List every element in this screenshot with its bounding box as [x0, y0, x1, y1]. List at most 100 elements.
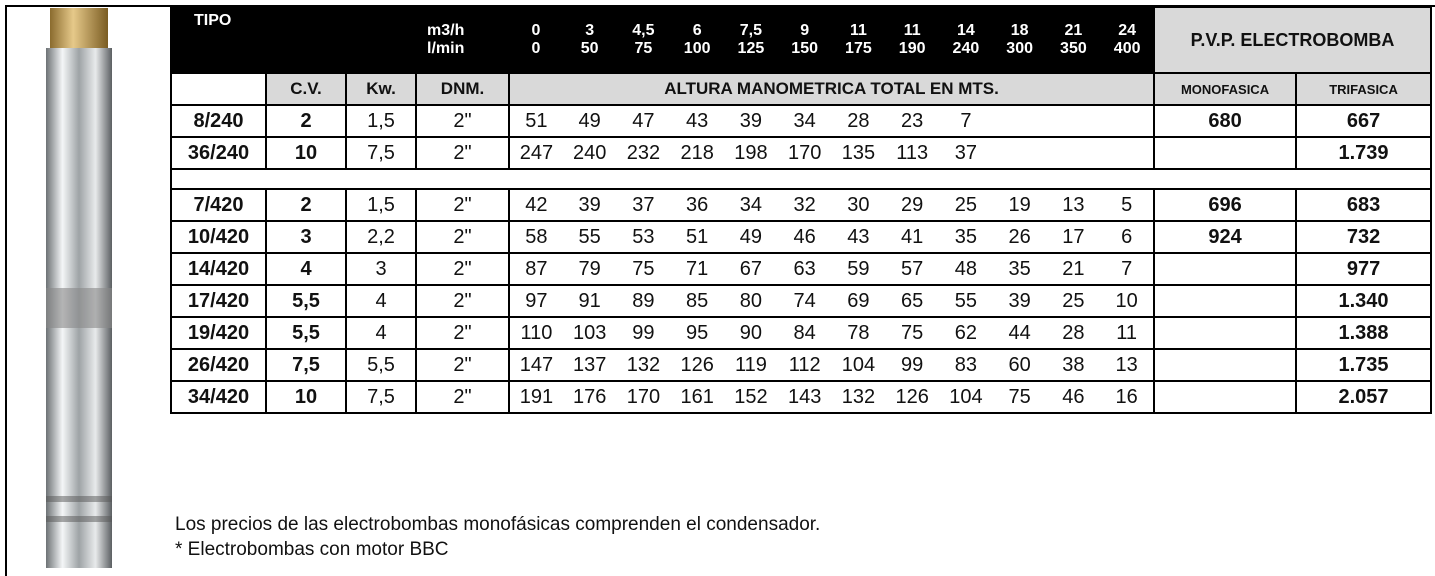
cv-cell: 10 [265, 136, 347, 170]
cell-text: 18 [1010, 22, 1029, 39]
cell-text: 150 [791, 40, 818, 57]
cell-text: 350 [1060, 40, 1087, 57]
subheader-mono: MONOFASICA [1153, 72, 1298, 106]
cell-text: m3/h [427, 22, 465, 39]
head-cell: 75 [992, 380, 1047, 414]
head-cell: 176 [562, 380, 617, 414]
header-flow: 14 240 [938, 6, 994, 74]
head-cell: 28 [1046, 316, 1101, 350]
header-flow: 4,5 75 [615, 6, 672, 74]
kw-cell: 3 [344, 252, 418, 286]
head-cell: 37 [939, 136, 993, 170]
head-cell: 71 [670, 252, 725, 286]
head-cell: 25 [939, 188, 993, 222]
head-cell: 95 [670, 316, 725, 350]
tipo-cell: 14/420 [170, 252, 267, 286]
cell-text: 24 [1118, 22, 1137, 39]
table-row: C.V. Kw. DNM. ALTURA MANOMETRICA TOTAL EN M… [170, 72, 1433, 106]
mono-cell [1153, 316, 1298, 350]
head-cell: 87 [509, 252, 563, 286]
head-cell: 39 [992, 284, 1047, 318]
tri-cell: 1.340 [1295, 284, 1433, 318]
head-cell: 126 [670, 348, 725, 382]
head-cell: 29 [885, 188, 940, 222]
header-flow: 6 100 [669, 6, 726, 74]
head-cell: 63 [777, 252, 832, 286]
head-cell: 35 [939, 220, 993, 254]
cell-text: 125 [737, 40, 765, 57]
header-pvp: P.V.P. ELECTROBOMBA [1153, 6, 1433, 74]
tipo-cell: 8/240 [170, 104, 267, 138]
dnm-cell: 2" [415, 104, 511, 138]
head-cell [1046, 104, 1101, 138]
tri-cell: 1.388 [1295, 316, 1433, 350]
header-units: m3/h l/min [415, 6, 511, 74]
head-cell: 35 [992, 252, 1047, 286]
kw-cell: 2,2 [344, 220, 418, 254]
head-cell: 198 [724, 136, 778, 170]
cell-text: l/min [427, 40, 465, 57]
cv-cell: 7,5 [265, 348, 347, 382]
subheader-cv: C.V. [265, 72, 347, 106]
head-cell: 247 [509, 136, 563, 170]
cell-text: 6 [692, 22, 702, 39]
head-cell: 46 [777, 220, 832, 254]
head-cell: 41 [885, 220, 940, 254]
head-cell: 90 [724, 316, 778, 350]
head-cell: 99 [616, 316, 671, 350]
head-cell: 132 [616, 348, 671, 382]
tri-cell: 1.739 [1295, 136, 1433, 170]
cell-text: 190 [898, 40, 926, 57]
price-table: TIPO m3/h l/min 0 0 3 50 4,5 75 6 100 7,5 125 9 150 11 1… [169, 6, 1433, 414]
head-cell [1046, 136, 1101, 170]
cell-text: 7,5 [739, 22, 763, 39]
subheader-blank [170, 72, 267, 106]
head-cell: 78 [831, 316, 886, 350]
head-cell: 132 [831, 380, 886, 414]
subheader-kw: Kw. [344, 72, 418, 106]
head-cell: 47 [616, 104, 671, 138]
head-cell: 104 [831, 348, 886, 382]
head-cell: 103 [562, 316, 617, 350]
head-cell: 44 [992, 316, 1047, 350]
head-cell: 112 [777, 348, 832, 382]
tipo-cell: 34/420 [170, 380, 267, 414]
header-flow: 11 175 [830, 6, 887, 74]
cv-cell: 5,5 [265, 316, 347, 350]
tipo-cell: 10/420 [170, 220, 267, 254]
kw-cell: 7,5 [344, 136, 418, 170]
cell-text: 100 [683, 40, 711, 57]
head-cell: 7 [1100, 252, 1155, 286]
header-tipo: TIPO [169, 6, 418, 74]
subheader-dnm: DNM. [415, 72, 511, 106]
head-cell: 49 [562, 104, 617, 138]
head-cell: 17 [1046, 220, 1101, 254]
head-cell: 57 [885, 252, 940, 286]
head-cell: 170 [616, 380, 671, 414]
head-cell: 39 [724, 104, 778, 138]
head-cell: 89 [616, 284, 671, 318]
head-cell: 59 [831, 252, 886, 286]
cell-text: 240 [952, 40, 980, 57]
head-cell: 161 [670, 380, 725, 414]
head-cell [992, 136, 1047, 170]
head-cell: 19 [992, 188, 1047, 222]
header-flow: 18 300 [991, 6, 1048, 74]
head-cell: 113 [885, 136, 940, 170]
head-cell: 21 [1046, 252, 1101, 286]
subheader-altura: ALTURA MANOMETRICA TOTAL EN MTS. [508, 72, 1156, 106]
table-row [169, 168, 1433, 190]
dnm-cell: 2" [415, 348, 511, 382]
note: Los precios de las electrobombas monofás… [175, 514, 821, 535]
cell-text: 9 [800, 22, 810, 39]
head-cell [1100, 104, 1155, 138]
cell-text: 300 [1006, 40, 1033, 57]
head-cell: 75 [616, 252, 671, 286]
head-cell: 36 [670, 188, 725, 222]
head-cell: 137 [562, 348, 617, 382]
head-cell: 83 [939, 348, 993, 382]
kw-cell: 4 [344, 316, 418, 350]
head-cell: 74 [777, 284, 832, 318]
notes: Los precios de las electrobombas monofás… [175, 512, 820, 562]
